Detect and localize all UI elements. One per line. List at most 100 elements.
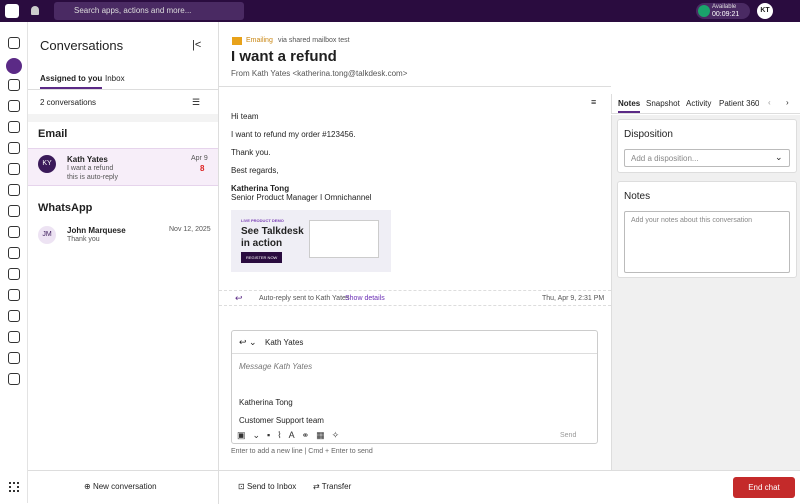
disposition-select[interactable]: Add a disposition... ⌄ — [624, 149, 790, 167]
search-placeholder: Search apps, actions and more... — [74, 6, 192, 15]
status-label: Available — [712, 4, 737, 10]
section-title: WhatsApp — [38, 202, 93, 214]
recipient: Kath Yates — [265, 338, 304, 347]
nav-icon[interactable] — [8, 247, 20, 259]
message-input[interactable]: Message Kath Yates — [239, 362, 313, 371]
preview: I want a refund — [67, 165, 114, 172]
auto-reply-row: ↩ Auto-reply sent to Kath Yates Show det… — [219, 290, 611, 306]
search-box[interactable]: Search apps, actions and more... — [54, 2, 244, 20]
nav-icon[interactable] — [8, 268, 20, 280]
composer: ↩ ⌄ Kath Yates Message Kath Yates Kather… — [231, 330, 598, 444]
prev[interactable]: ‹ — [768, 98, 771, 107]
reply-icon[interactable]: ↩ ⌄ — [239, 337, 257, 347]
banner-headline: in action — [241, 238, 283, 249]
button-label: Send to Inbox — [246, 482, 297, 491]
collapse-icon[interactable]: |< — [192, 39, 202, 51]
nav-icon[interactable] — [8, 310, 20, 322]
tab[interactable]: Notes — [618, 99, 641, 113]
next[interactable]: › — [786, 98, 789, 107]
nav-icon[interactable] — [8, 79, 20, 91]
top-bar: Search apps, actions and more... Availab… — [0, 0, 800, 22]
email-line: I want to refund my order #123456. — [231, 130, 356, 139]
conversation-item[interactable]: JM John Marquese Nov 12, 2025 Thank you — [28, 220, 218, 252]
email-line: Thank you. — [231, 148, 271, 157]
nav-icon[interactable] — [8, 100, 20, 112]
nav-icon[interactable] — [6, 58, 22, 74]
notes-placeholder: Add your notes about this conversation — [631, 217, 753, 224]
avatar: KY — [38, 155, 56, 173]
nav-rail — [0, 22, 28, 503]
status-dot — [698, 5, 710, 17]
panel-title: Conversations — [40, 38, 124, 53]
nav-icon[interactable] — [8, 352, 20, 364]
right-panel: Disposition Add a disposition... ⌄ Notes… — [611, 115, 800, 470]
avatar[interactable]: KT — [757, 3, 773, 19]
logo — [5, 4, 19, 18]
banner[interactable]: LIVE PRODUCT DEMO See Talkdesk in action… — [231, 210, 391, 272]
tab[interactable]: Patient 360 — [719, 99, 759, 108]
contact-name: John Marquese — [67, 226, 126, 235]
conversation-item[interactable]: KY Kath Yates Apr 9 I want a refund this… — [28, 148, 218, 186]
show-details[interactable]: Show details — [345, 295, 385, 302]
timestamp: Thu, Apr 9, 2:31 PM — [542, 295, 605, 302]
nav-icon[interactable] — [8, 184, 20, 196]
toolbar[interactable]: ▣⌄▪⌇A⚭▦✧ — [237, 430, 347, 440]
nav-icon[interactable] — [8, 142, 20, 154]
auto-reply-text: Auto-reply sent to Kath Yates — [259, 295, 350, 302]
nav-icon[interactable] — [8, 331, 20, 343]
card-title: Notes — [624, 191, 651, 202]
channel: Emailing — [246, 37, 273, 44]
card-title: Disposition — [624, 129, 673, 140]
footer: ⊕ New conversation ⊡ Send to Inbox ⇄ Tra… — [28, 470, 800, 504]
button-label: End chat — [748, 483, 780, 492]
sort-icon[interactable]: ☰ — [192, 97, 201, 107]
badge: 8 — [200, 164, 205, 173]
notes-input[interactable]: Add your notes about this conversation — [624, 211, 790, 273]
nav-icon[interactable] — [8, 289, 20, 301]
end-chat[interactable]: End chat — [733, 477, 795, 498]
reply-icon: ↩ — [235, 293, 243, 303]
tab[interactable]: Inbox — [105, 74, 125, 83]
transfer[interactable]: ⇄ Transfer — [313, 482, 352, 491]
hint: Enter to add a new line | Cmd + Enter to… — [231, 448, 373, 455]
divider — [28, 114, 218, 122]
chevron: ⌄ — [775, 152, 783, 162]
section-title: Email — [38, 128, 68, 140]
nav-icon[interactable] — [8, 226, 20, 238]
bell-icon[interactable] — [31, 6, 39, 15]
send-to-inbox[interactable]: ⊡ Send to Inbox — [238, 482, 297, 491]
nav-icon[interactable] — [8, 121, 20, 133]
banner-tag: LIVE PRODUCT DEMO — [241, 218, 284, 223]
divider — [232, 353, 597, 354]
new-conversation[interactable]: ⊕ New conversation — [84, 482, 157, 491]
nav-icon[interactable] — [8, 37, 20, 49]
filter-icon[interactable]: ≡ — [591, 97, 597, 107]
tab[interactable]: Snapshot — [646, 99, 680, 108]
button-label: Transfer — [321, 482, 352, 491]
tab[interactable]: Activity — [686, 99, 712, 108]
email-line: Hi team — [231, 112, 259, 121]
nav-icon[interactable] — [8, 163, 20, 175]
banner-headline: See Talkdesk — [241, 226, 304, 237]
apps-icon[interactable] — [9, 482, 19, 492]
notes-card: Notes Add your notes about this conversa… — [617, 181, 797, 278]
nav-icon[interactable] — [8, 205, 20, 217]
tab[interactable]: Assigned to you — [40, 74, 103, 89]
nav-icon[interactable] — [8, 373, 20, 385]
divider — [218, 471, 219, 504]
subject: I want a refund — [231, 48, 337, 65]
divider — [28, 89, 218, 90]
main-panel: Emailing via shared mailbox test I want … — [219, 22, 611, 470]
divider — [219, 86, 611, 87]
send-button[interactable]: Send — [560, 432, 577, 439]
signature-title: Senior Product Manager I Omnichannel — [231, 193, 372, 202]
signature-name: Katherina Tong — [239, 398, 293, 407]
mail-icon — [232, 37, 242, 45]
status[interactable]: Available 00:09:21 — [696, 3, 750, 19]
email-line: Best regards, — [231, 166, 279, 175]
preview: this is auto-reply — [67, 174, 118, 181]
conversation-count: 2 conversations — [40, 98, 97, 107]
contact-name: Kath Yates — [67, 155, 108, 164]
from: From Kath Yates <katherina.tong@talkdesk… — [231, 69, 408, 78]
